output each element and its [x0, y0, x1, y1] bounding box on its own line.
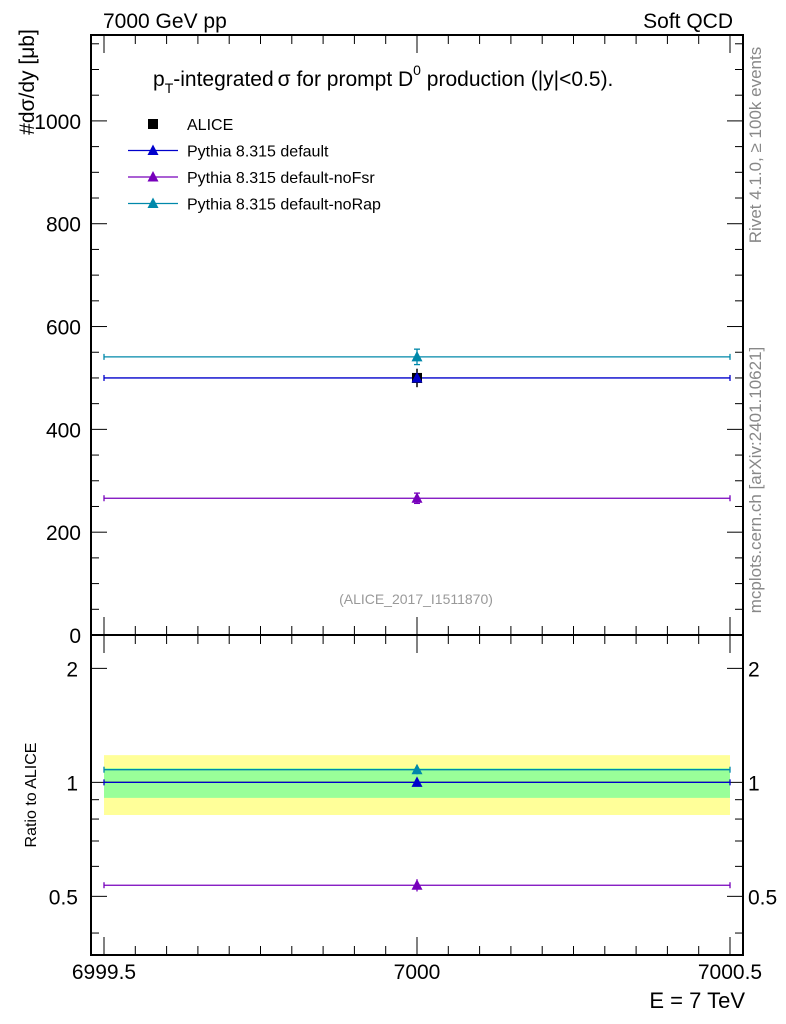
rivet-label: Rivet 4.1.0, ≥ 100k events [746, 47, 765, 243]
legend-marker [148, 119, 158, 129]
legend-marker [147, 197, 159, 208]
series-point [411, 350, 423, 362]
title-sub: T [165, 80, 174, 96]
legend-marker [147, 171, 159, 182]
y-tick-label: 0 [69, 625, 81, 648]
ratio-y-tick-label-right: 2 [748, 658, 760, 681]
x-tick-label: 7000.5 [698, 961, 762, 984]
y-tick-label: 600 [46, 317, 81, 340]
y-tick-label: 800 [46, 214, 81, 237]
ratio-series-point [411, 776, 423, 787]
legend-marker [147, 144, 159, 155]
title-p: p [153, 68, 165, 91]
ratio-series-point [411, 763, 423, 775]
title-middle: for prompt D [291, 68, 414, 91]
y-tick-label: 1000 [34, 111, 81, 134]
legend-label: ALICE [187, 117, 233, 134]
x-tick-labels: 6999.5 7000 7000.5 [72, 961, 762, 984]
legend-label: Pythia 8.315 default [187, 144, 329, 161]
ratio-y-tick-label-right: 1 [748, 772, 760, 795]
ratio-y-ticks: 0.5 0.5 1 1 2 2 [49, 658, 777, 934]
analysis-tag: (ALICE_2017_I1511870) [339, 591, 493, 607]
ratio-x-ticks [103, 635, 731, 955]
source-label: mcplots.cern.ch [arXiv:2401.10621] [746, 347, 765, 613]
title-rest: -integrated [173, 68, 273, 91]
title-sigma: σ [278, 68, 291, 91]
title-sup: 0 [413, 62, 421, 78]
ratio-y-tick-label-left: 1 [66, 772, 78, 795]
legend-label: Pythia 8.315 default-noFsr [187, 170, 375, 187]
ratio-series-point [411, 879, 423, 890]
main-y-ticks: 0 200 400 600 800 1000 [34, 43, 743, 648]
series-point [411, 371, 423, 383]
x-tick-label: 6999.5 [72, 961, 136, 984]
main-x-ticks [103, 35, 731, 635]
x-tick-label: 7000 [394, 961, 441, 984]
header-right: Soft QCD [643, 10, 733, 33]
y-tick-label: 400 [46, 419, 81, 442]
ratio-y-tick-label-left: 0.5 [49, 886, 78, 909]
ratio-series-layer [103, 763, 731, 892]
series-point [411, 492, 423, 503]
header-left: 7000 GeV pp [103, 10, 227, 33]
ratio-y-tick-label-left: 2 [66, 658, 78, 681]
legend-label: Pythia 8.315 default-noRap [187, 197, 381, 214]
legend: ALICE Pythia 8.315 default Pythia 8.315 de… [128, 117, 381, 214]
y-axis-label: #dσ/dy [μb] [16, 29, 39, 135]
ratio-y-tick-label-right: 0.5 [748, 886, 777, 909]
chart-title: pT-integrated σ for prompt D0 production … [153, 62, 613, 96]
title-end: production (|y|<0.5). [421, 68, 613, 91]
ratio-y-axis-label: Ratio to ALICE [23, 743, 40, 848]
x-axis-label: E = 7 TeV [649, 988, 745, 1013]
main-series-layer [103, 348, 731, 505]
y-tick-label: 200 [46, 522, 81, 545]
